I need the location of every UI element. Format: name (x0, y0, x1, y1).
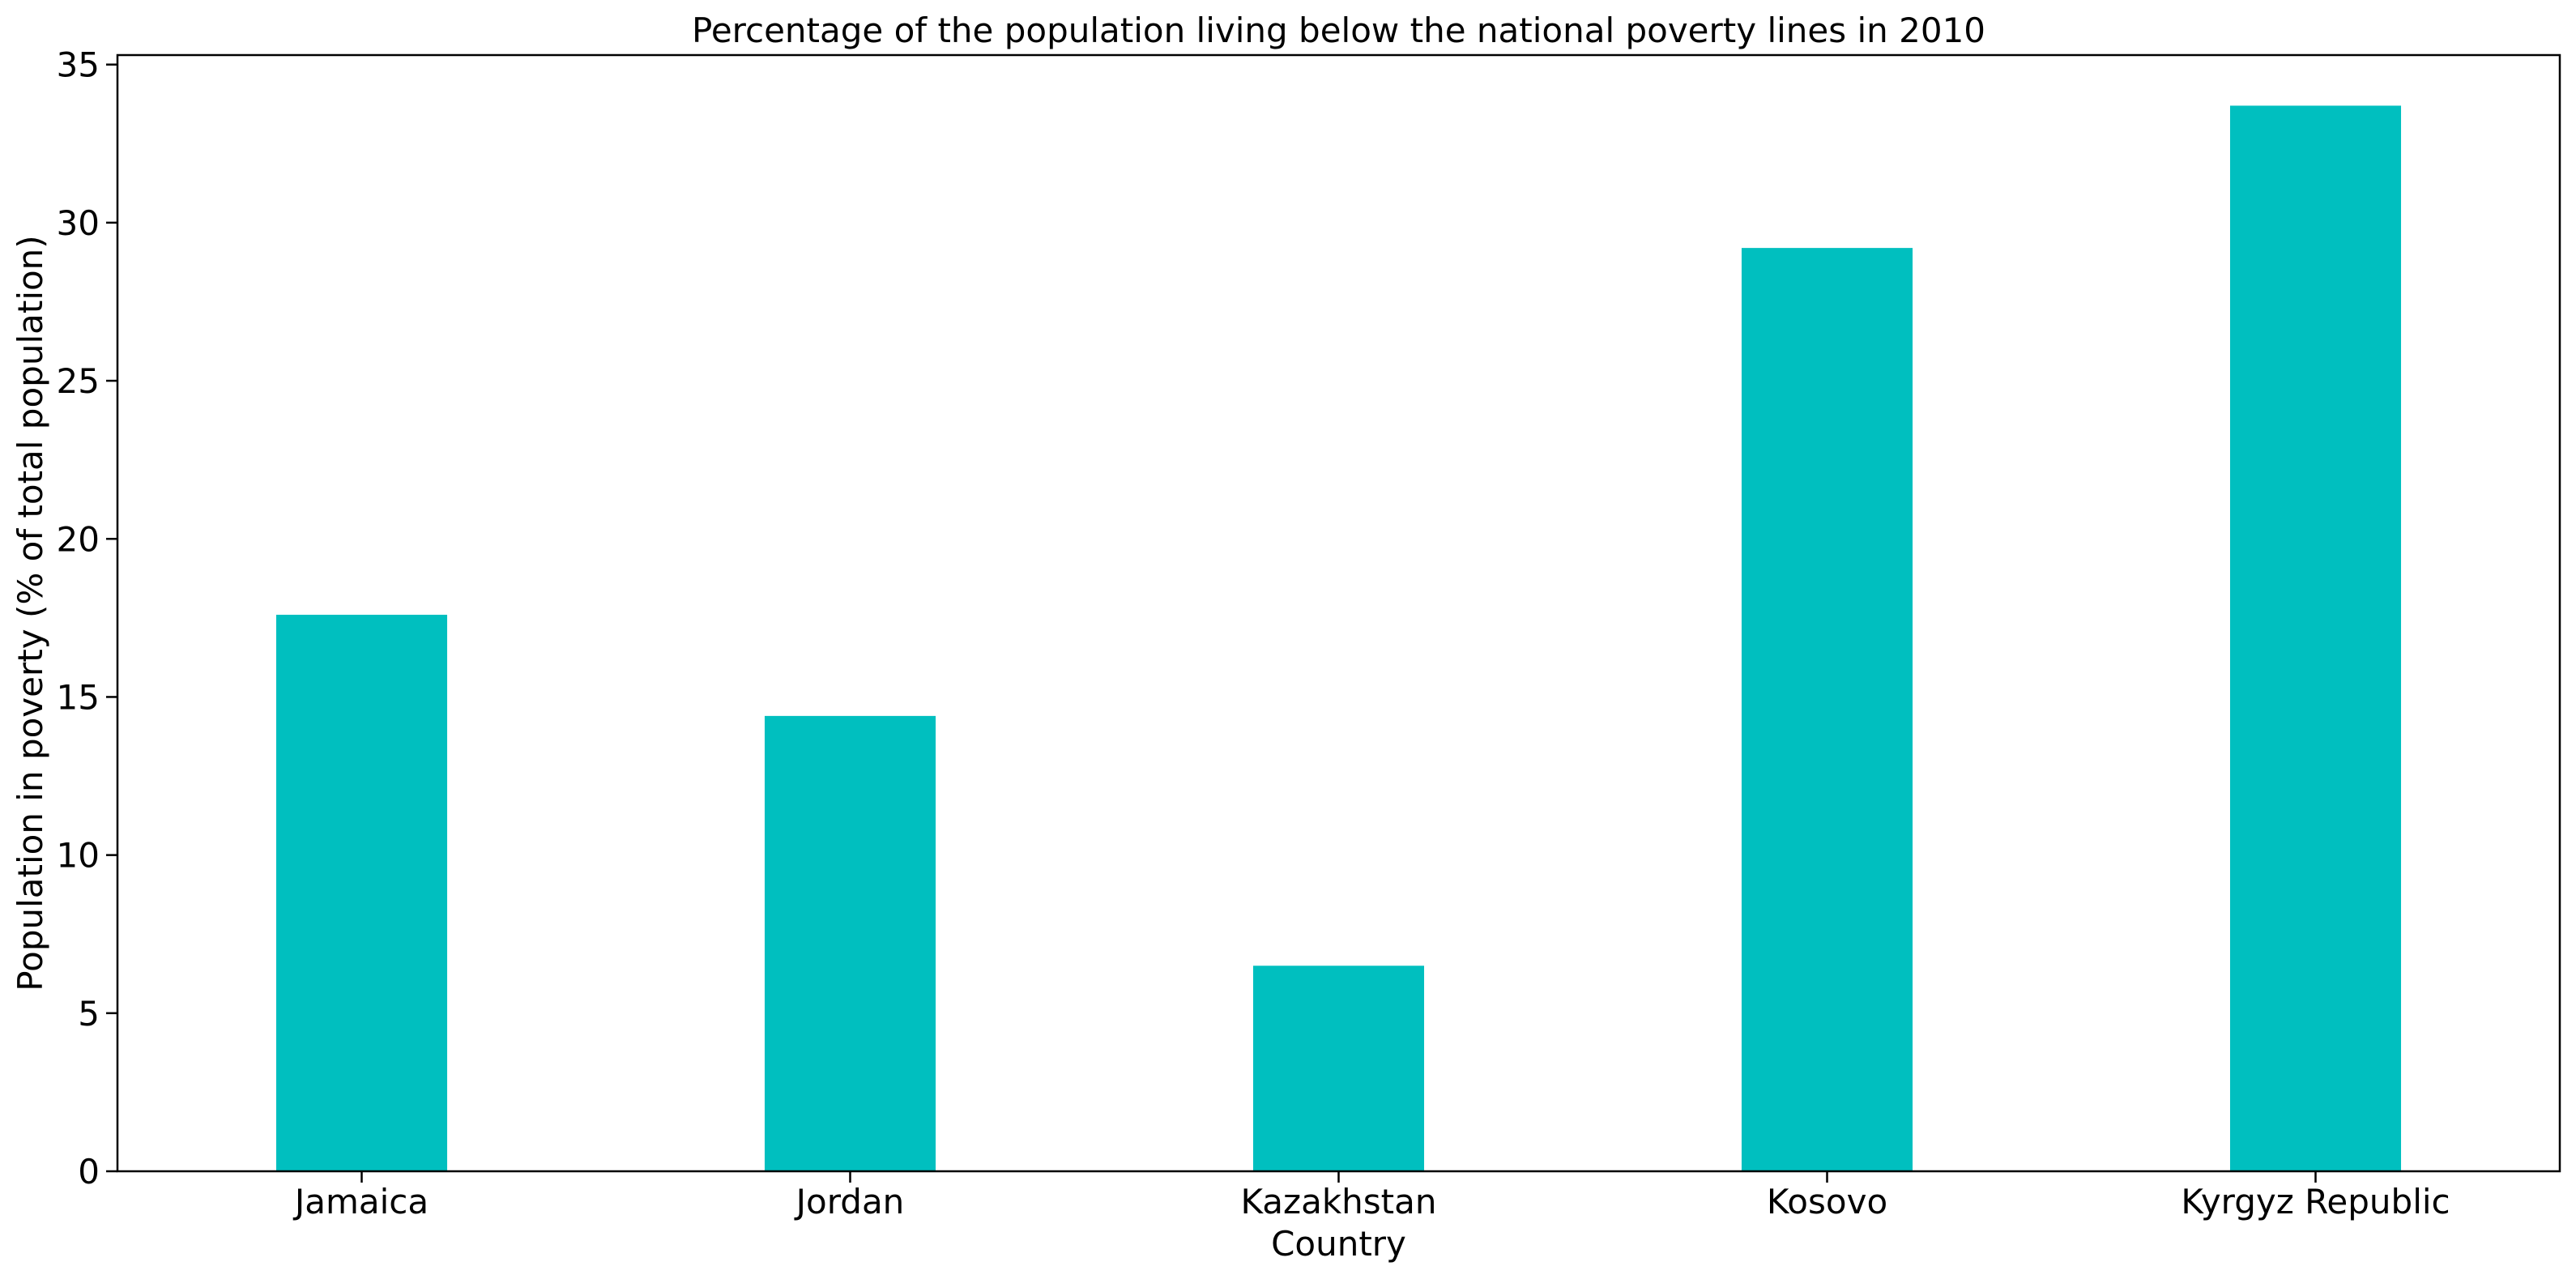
bars-group (275, 105, 2402, 1171)
bar-kosovo (1741, 248, 1913, 1171)
bar-jordan (764, 715, 936, 1171)
y-tick-label: 20 (57, 519, 100, 559)
x-tick-label: Kosovo (1767, 1182, 1887, 1221)
y-axis-label: Population in poverty (% of total popula… (11, 235, 50, 991)
bar-kyrgyz-republic (2229, 105, 2402, 1171)
x-axis: Jamaica Jordan Kazakhstan Kosovo Kyrgyz Repu… (292, 1171, 2450, 1221)
y-tick-label: 35 (57, 45, 100, 85)
y-tick-label: 0 (78, 1152, 100, 1192)
x-tick-label: Kyrgyz Republic (2181, 1182, 2450, 1221)
y-tick-label: 10 (57, 836, 100, 876)
y-tick-label: 25 (57, 361, 100, 401)
bar-kazakhstan (1252, 966, 1425, 1171)
y-tick-label: 15 (57, 677, 100, 717)
x-tick-label: Jamaica (292, 1182, 429, 1221)
y-axis: 0 5 10 15 20 25 30 35 (57, 45, 117, 1192)
bar-jamaica (275, 614, 448, 1171)
chart-title: Percentage of the population living belo… (692, 11, 1985, 50)
y-tick-label: 5 (78, 994, 100, 1034)
x-axis-label: Country (1271, 1224, 1406, 1264)
x-tick-label: Kazakhstan (1241, 1182, 1437, 1221)
x-tick-label: Jordan (794, 1182, 905, 1221)
y-tick-label: 30 (57, 203, 100, 243)
